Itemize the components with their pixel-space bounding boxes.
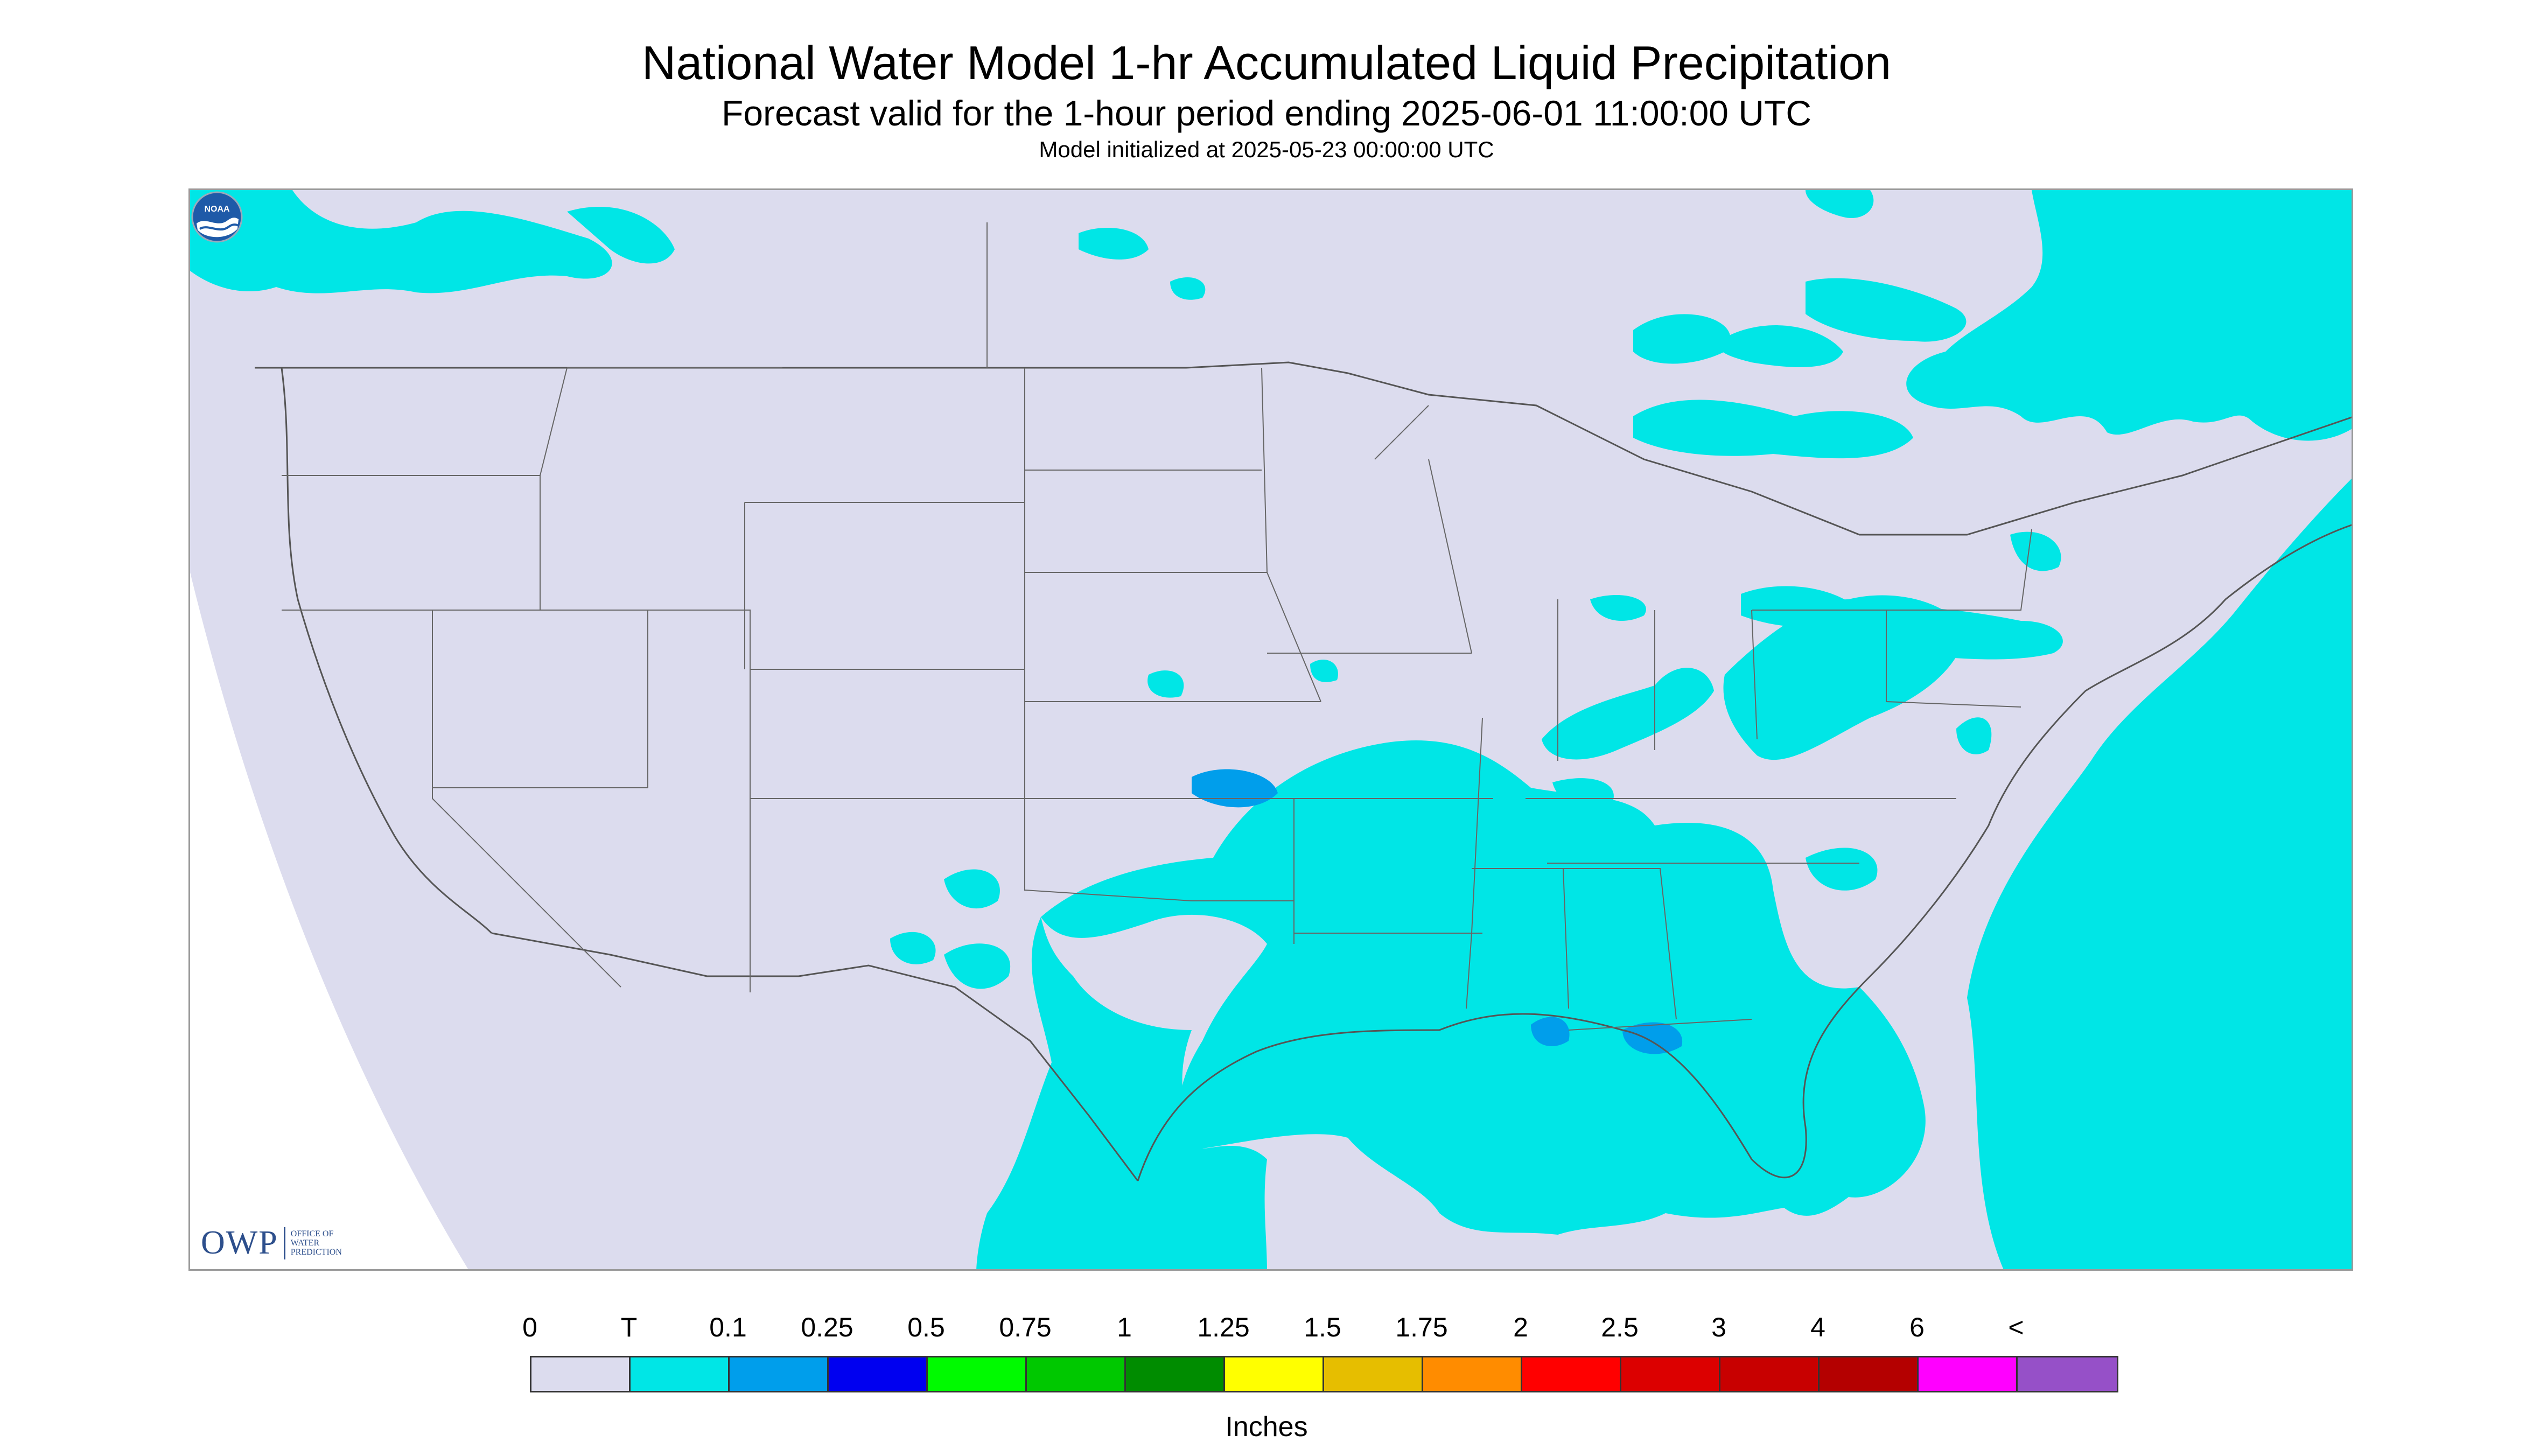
precip-area-co [1147,670,1184,698]
owp-logo-divider [283,1227,285,1259]
legend-tick-label: 2 [1513,1312,1528,1342]
legend-tick-label: 0.1 [709,1312,747,1342]
legend-tick-label: 1 [1117,1312,1132,1342]
precip-area-mn-n [1633,314,1731,364]
precip-area-ontario [1718,325,1843,367]
precip-core-fl [1622,1022,1683,1054]
borders [255,361,2352,1181]
gulf-coast [1137,524,2352,1181]
precip-area-mt1 [1170,277,1206,300]
precip-area-north [1079,228,1149,260]
precip-area-southern-plains [1041,740,1926,1235]
noaa-logo-text: NOAA [204,205,230,214]
legend-tick-label: 0.5 [907,1312,945,1342]
legend-tick-label: 0.75 [999,1312,1052,1342]
us-canada-border [255,361,2352,536]
west-coast [281,367,493,934]
precip-area-lake-sup [1633,400,1913,459]
map-canvas [190,190,2352,1269]
legend-tick-label: 2.5 [1601,1312,1639,1342]
precip-area-quebec [1806,190,1874,218]
legend-swatch [1621,1357,1720,1391]
precip-area-ne-coast [2010,531,2061,571]
legend-swatch [1522,1357,1621,1391]
legend-swatch [1423,1357,1522,1391]
legend-swatch [1324,1357,1423,1391]
precip-area-nw [190,190,612,293]
legend-swatch [531,1357,631,1391]
legend-swatch [1720,1357,1820,1391]
legend-swatch [1919,1357,2018,1391]
owp-logo-line: OFFICE OF [290,1229,334,1238]
legend-swatch [1027,1357,1126,1391]
precip-core-al [1531,1017,1570,1046]
legend-tick-label: < [2008,1312,2024,1342]
precip-area-sc [1806,848,1878,891]
legend-tick-label: 3 [1711,1312,1726,1342]
legend-tick-label: 1.75 [1395,1312,1448,1342]
legend-tick-label: T [620,1312,638,1342]
precip-area-ontario-n [1806,278,1967,342]
owp-logo-text: OFFICE OF WATER PREDICTION [291,1229,355,1257]
map-title: National Water Model 1-hr Accumulated Li… [641,36,1892,89]
legend-units: Inches [1225,1411,1308,1443]
legend-tick-label: 1.5 [1304,1312,1341,1342]
precip-area-mi [1590,594,1646,621]
precip-core-ks [1192,769,1278,808]
legend-colorbar [530,1356,2118,1392]
precip-area-ks [1310,659,1338,682]
precip-area-tx-gulf [976,917,1267,1269]
precipitation-map: OWP OFFICE OF WATER PREDICTION NOAA [188,188,2353,1271]
map-subtitle: Forecast valid for the 1-hour period end… [722,93,1811,133]
precip-area-west-tx [944,943,1011,989]
precip-area-pa-ny [1838,607,2063,660]
precip-area-nm [944,869,1000,909]
legend: 0 T 0.1 0.25 0.5 0.75 1 1.25 1.5 1.75 2 2.5 3 4 6 < Inc… [0,1292,2533,1454]
legend-swatch [928,1357,1027,1391]
legend-tick-label: 6 [1909,1312,1925,1342]
legend-tick-label: 0.25 [801,1312,853,1342]
legend-swatch [1126,1357,1225,1391]
legend-tick-label: 0 [522,1312,537,1342]
legend-swatch [1820,1357,1919,1391]
precip-area-va-nc [1956,717,1992,754]
owp-logo: OWP OFFICE OF WATER PREDICTION [201,1224,355,1262]
state-lines [282,222,2032,1031]
legend-swatch [829,1357,928,1391]
model-init-line: Model initialized at 2025-05-23 00:00:00… [1039,137,1494,162]
legend-swatch [1225,1357,1324,1391]
precip-area-nw2 [567,206,675,264]
legend-tick-label: 1.25 [1197,1312,1250,1342]
owp-logo-line: WATER [290,1238,320,1248]
legend-swatch [730,1357,829,1391]
legend-tick-label: 4 [1810,1312,1825,1342]
owp-logo-mark: OWP [201,1224,278,1261]
trace-precip-areas [190,190,2352,1269]
precip-area-atlantic [1967,479,2352,1269]
owp-logo-line: PREDICTION [290,1248,342,1257]
precip-area-ne-canada [1906,190,2352,441]
us-mexico-border [491,932,1139,1181]
legend-swatch [631,1357,730,1391]
light-precip-areas [1192,769,1683,1054]
precip-area-ohio-valley [1542,668,1714,760]
noaa-logo-icon: NOAA [191,191,243,243]
legend-swatch [2018,1357,2117,1391]
precip-area-az [890,932,936,964]
